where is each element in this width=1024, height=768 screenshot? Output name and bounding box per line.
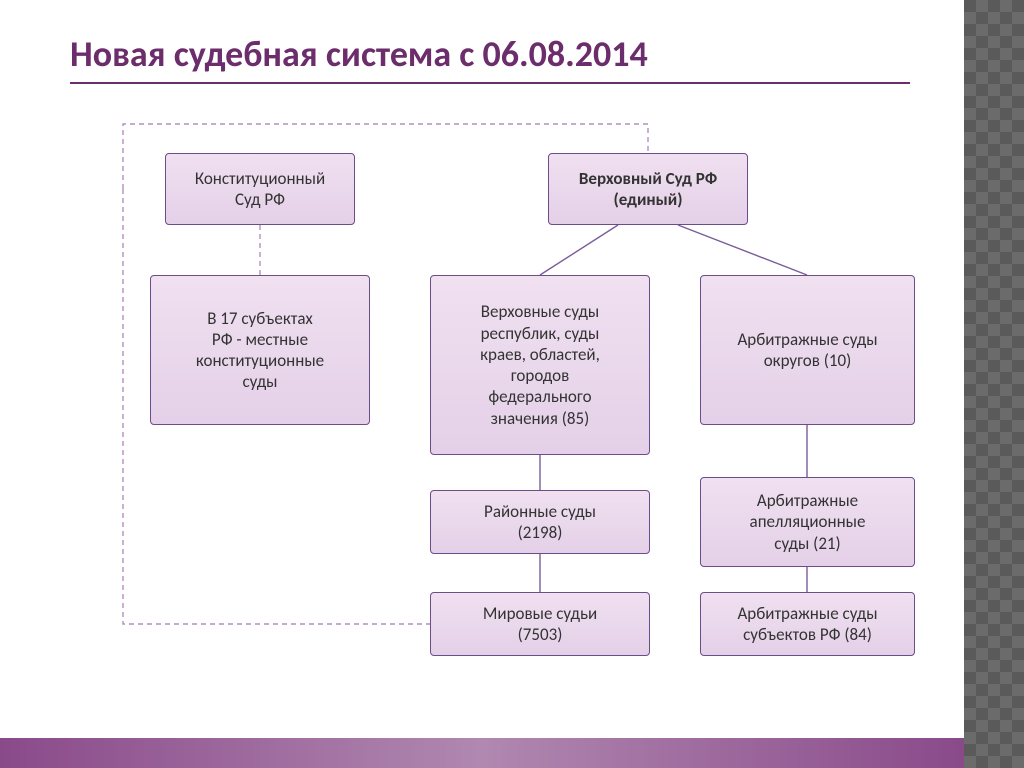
title-underline xyxy=(70,82,910,84)
node-regional: Верховные суды республик, суды краев, об… xyxy=(430,275,650,455)
node-arb_okrug: Арбитражные суды округов (10) xyxy=(700,275,915,425)
node-mirovye: Мировые судьи (7503) xyxy=(430,592,650,656)
bottom-gradient xyxy=(0,738,964,768)
node-local_const: В 17 субъектах РФ - местные конституцион… xyxy=(150,275,370,425)
node-district: Районные суды (2198) xyxy=(430,490,650,554)
side-pattern xyxy=(964,0,1024,768)
page-title: Новая судебная система с 06.08.2014 xyxy=(70,32,648,76)
node-arb_subj: Арбитражные суды субъектов РФ (84) xyxy=(700,592,915,656)
node-arb_appeal: Арбитражные апелляционные суды (21) xyxy=(700,477,915,567)
node-supreme: Верховный Суд РФ (единый) xyxy=(548,153,748,225)
node-const_court: Конституционный Суд РФ xyxy=(165,153,355,225)
